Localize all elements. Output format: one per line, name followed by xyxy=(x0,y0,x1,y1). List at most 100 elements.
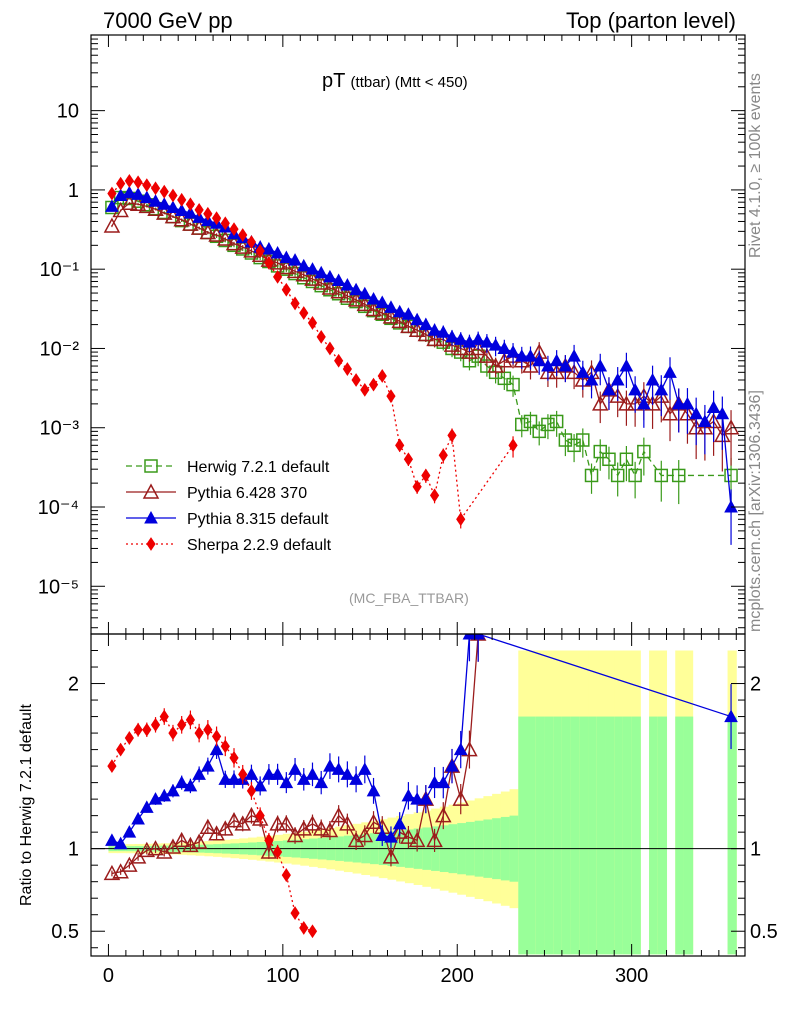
main-herwig-point xyxy=(532,424,546,439)
main-sherpa-point xyxy=(290,296,300,311)
ratio-pythia6-point xyxy=(121,856,138,872)
ratio-pythia6-point xyxy=(391,823,408,839)
main-pythia6-point xyxy=(251,246,269,262)
ratio-sherpa-point xyxy=(229,750,239,765)
ratio-pythia6-point xyxy=(234,815,251,831)
main-pythia6-point xyxy=(347,291,365,307)
ratio-pythia8-point xyxy=(453,742,468,756)
main-sherpa-point xyxy=(307,316,318,330)
ratio-pythia8-point xyxy=(139,800,154,813)
main-pythia8-point xyxy=(157,197,172,210)
main-herwig-point xyxy=(541,417,555,432)
main-pythia8-point xyxy=(166,200,180,214)
main-sherpa-point xyxy=(246,235,257,249)
ratio-pythia8-point xyxy=(105,833,119,846)
band-green-bin xyxy=(544,716,554,955)
ratio-pythia8-point xyxy=(227,772,241,785)
main-pythia8-point xyxy=(698,414,712,427)
main-pythia8-point xyxy=(148,194,163,207)
band-green-bin xyxy=(675,716,685,955)
ratio-pythia8-point xyxy=(192,767,206,780)
main-sherpa-point xyxy=(177,192,187,207)
main-pythia8-point xyxy=(575,365,590,378)
ratio-pythia6-point xyxy=(321,821,339,838)
main-pythia8-point xyxy=(619,359,634,372)
main-sherpa-point xyxy=(316,329,326,344)
ratio-sherpa-point xyxy=(246,783,257,798)
ratio-pythia6-point xyxy=(278,815,295,831)
ratio-sherpa-point xyxy=(124,731,134,745)
ratio-pythia8-point xyxy=(244,767,259,780)
main-pythia8-point xyxy=(131,187,145,200)
main-sherpa-point xyxy=(334,353,344,368)
main-sherpa-point xyxy=(220,216,230,231)
ratio-y-tick-label: 1 xyxy=(68,839,79,861)
main-pythia6-point xyxy=(609,387,626,403)
axes: 0 100 200 300 10⁻⁵ 10⁻⁴ 10⁻³ 10⁻² 10⁻¹ 1 10 0.5 0.5 1… xyxy=(38,34,778,987)
x-tick-label: 100 xyxy=(266,965,299,987)
main-herwig-point xyxy=(724,468,738,483)
ratio-sherpa-point xyxy=(220,739,230,754)
main-pythia8-point xyxy=(689,406,704,420)
main-pythia8-point xyxy=(558,359,573,372)
legend-label-pythia6: Pythia 6.428 370 xyxy=(187,485,307,502)
plot-title-sub: (ttbar) (Mtt < 450) xyxy=(350,74,468,91)
main-pythia8-point xyxy=(645,372,660,386)
ratio-pythia8-point xyxy=(262,767,276,780)
ratio-pythia8-point xyxy=(174,775,189,789)
legend-marker-pythia6 xyxy=(142,483,160,499)
main-herwig-point xyxy=(602,452,616,467)
ratio-sherpa-point xyxy=(238,767,248,782)
main-pythia8-point xyxy=(305,262,320,275)
band-green-bin xyxy=(535,716,545,955)
main-pythia6-point xyxy=(618,395,635,411)
legend-label-herwig: Herwig 7.2.1 default xyxy=(187,459,330,476)
ratio-pythia8-point xyxy=(148,792,163,805)
main-pythia8-point xyxy=(270,245,285,259)
main-pythia8-point xyxy=(488,338,503,351)
plot-title-main: pT xyxy=(322,70,345,92)
main-pythia8-point xyxy=(715,406,730,420)
band-green-bin xyxy=(605,716,615,955)
ratio-pythia6-point xyxy=(400,828,417,844)
main-sherpa-point xyxy=(211,211,222,226)
main-pythia8-point xyxy=(549,353,564,367)
main-pythia8-point xyxy=(357,286,372,300)
ratio-pythia8-point xyxy=(131,811,145,825)
band-green-bin xyxy=(614,716,624,955)
ratio-pythia8-point xyxy=(323,759,337,772)
main-pythia8-point xyxy=(410,312,424,326)
main-herwig-point xyxy=(654,468,669,483)
main-sherpa-point xyxy=(447,428,457,443)
main-sherpa-point xyxy=(273,269,283,284)
main-pythia8-point xyxy=(192,210,206,223)
main-sherpa-point xyxy=(116,176,126,191)
legend: Herwig 7.2.1 default Pythia 6.428 370 Pyth… xyxy=(126,459,332,554)
main-herwig-point xyxy=(576,433,590,447)
main-pythia8-point xyxy=(174,203,189,216)
main-pythia8-point xyxy=(105,199,119,212)
band-green-bin xyxy=(553,716,563,955)
main-pythia6-point xyxy=(321,279,339,295)
main-panel-series xyxy=(103,173,740,545)
header-left: 7000 GeV pp xyxy=(103,8,233,33)
band-green-bin xyxy=(570,716,580,955)
main-pythia8-point xyxy=(436,325,451,338)
ratio-pythia8-point xyxy=(384,830,398,843)
ratio-pythia6-point xyxy=(365,813,382,829)
main-sherpa-point xyxy=(438,448,448,463)
header-right: Top (parton level) xyxy=(566,8,736,33)
main-pythia8-point xyxy=(453,332,468,345)
main-pythia6-point xyxy=(391,312,408,329)
main-sherpa-point xyxy=(377,369,387,383)
main-pythia8-point xyxy=(567,349,581,362)
main-pythia6-point xyxy=(312,274,330,290)
ratio-sherpa-point xyxy=(133,722,143,737)
main-pythia8-point xyxy=(323,269,337,283)
main-pythia8-point xyxy=(663,365,677,378)
ratio-sherpa-point xyxy=(299,921,309,935)
main-pythia6-point xyxy=(469,339,487,356)
ratio-pythia8-point xyxy=(183,778,198,792)
ratio-pythia8-point xyxy=(436,775,451,789)
